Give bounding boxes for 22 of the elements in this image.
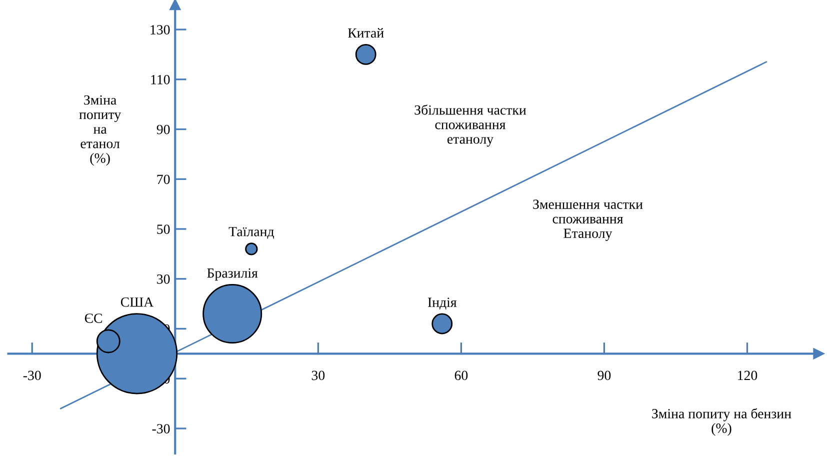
x-tick-label: 30 [312, 370, 325, 380]
series-label: ЄС [84, 314, 102, 323]
x-tick-label: 60 [454, 370, 468, 380]
y-tick-label: 50 [157, 224, 170, 234]
series-label: Китай [348, 28, 384, 38]
y-tick-label: 70 [157, 174, 170, 184]
annotation: Збільшення частки споживання етанолу [414, 104, 526, 147]
annotation: Зменшення частки споживання Етанолу [533, 200, 643, 241]
series-label: Таїланд [228, 227, 274, 239]
x-tick-label: -30 [23, 370, 41, 380]
x-tick-label: 90 [598, 370, 611, 380]
y-tick-label: -30 [152, 424, 170, 434]
y-tick-label: 90 [156, 124, 170, 134]
y-tick-label: 30 [157, 274, 170, 284]
y-tick-label: 130 [150, 25, 170, 34]
y-axis-title: Зміна попиту на етанол (%) [79, 95, 122, 166]
series-label: Індія [428, 298, 457, 310]
series-label: США [120, 297, 154, 307]
x-axis-title: Зміна попиту на бензин (%) [652, 408, 792, 436]
y-tick-label: 110 [151, 74, 170, 84]
series-label: Бразилія [207, 268, 258, 281]
x-tick-label: 120 [738, 370, 758, 380]
